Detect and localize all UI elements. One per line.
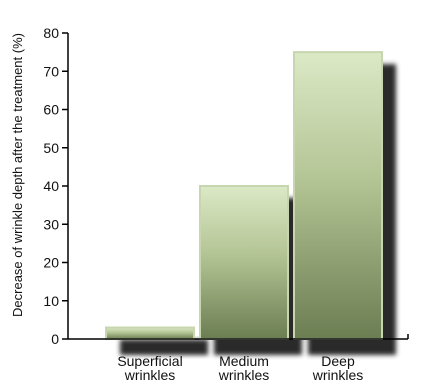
- bar: [199, 185, 289, 340]
- y-axis-label: Decrease of wrinkle depth after the trea…: [10, 33, 25, 317]
- y-tick-label: 30: [43, 216, 59, 232]
- y-ticks: 0 10 20 30 40 50 60 70 80: [43, 25, 68, 347]
- x-tick-label: wrinkles: [124, 367, 176, 383]
- x-tick-label: wrinkles: [312, 367, 364, 383]
- x-tick-label: wrinkles: [218, 367, 270, 383]
- y-tick-label: 40: [43, 178, 59, 194]
- bar-shadow: [120, 339, 208, 355]
- x-tick-label: Medium: [219, 353, 269, 369]
- y-tick-label: 60: [43, 102, 59, 118]
- y-tick-label: 20: [43, 255, 59, 271]
- x-tick-label: Deep: [321, 353, 355, 369]
- y-tick-label: 80: [43, 25, 59, 41]
- bars: [105, 51, 383, 340]
- y-tick-label: 50: [43, 140, 59, 156]
- bar: [105, 326, 195, 340]
- bar: [293, 51, 383, 340]
- x-tick-label: Superficial: [117, 353, 182, 369]
- y-tick-label: 10: [43, 293, 59, 309]
- y-tick-label: 0: [51, 331, 59, 347]
- y-tick-label: 70: [43, 63, 59, 79]
- x-tick-labels: SuperficialwrinklesMediumwrinklesDeepwri…: [117, 353, 363, 383]
